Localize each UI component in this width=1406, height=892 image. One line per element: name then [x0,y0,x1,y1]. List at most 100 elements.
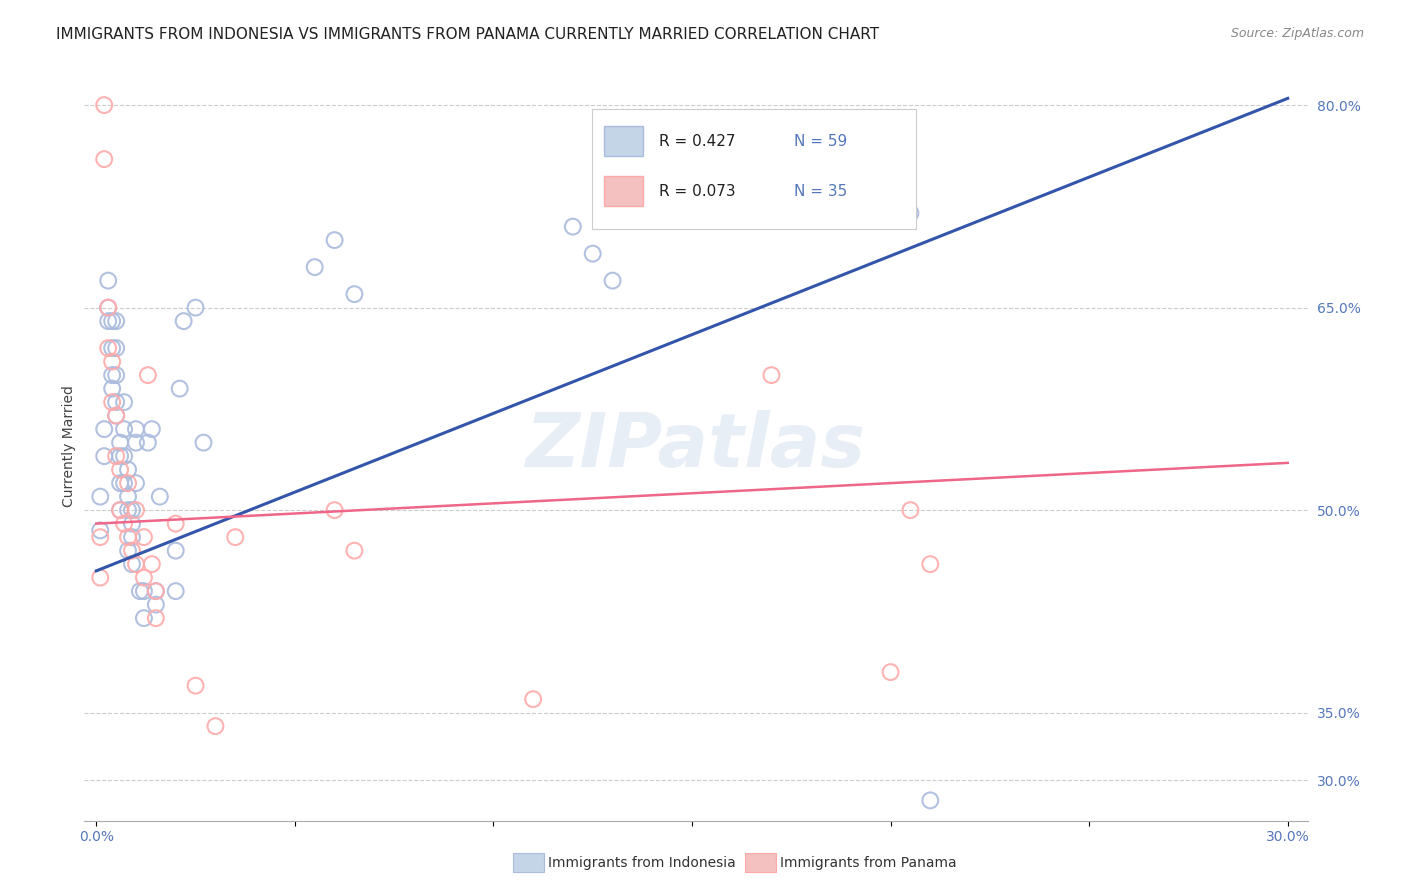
Point [108,503,131,517]
Text: ZIPatlas: ZIPatlas [526,409,866,483]
Y-axis label: Currently Married: Currently Married [62,385,76,507]
FancyBboxPatch shape [592,109,917,228]
Point [879,665,901,680]
Point [112,395,135,409]
Point [343,287,366,301]
Text: N = 35: N = 35 [794,184,846,199]
Point [105,409,128,423]
Point [343,543,366,558]
Point [582,246,605,260]
Point [105,395,128,409]
Point [89,490,111,504]
Point [184,679,207,693]
Point [522,692,544,706]
Point [920,557,942,571]
Point [125,435,148,450]
Text: Source: ZipAtlas.com: Source: ZipAtlas.com [1230,27,1364,40]
Point [136,435,159,450]
Point [101,382,124,396]
Point [132,584,155,599]
Point [193,435,215,450]
Point [121,543,143,558]
Point [89,524,111,538]
Point [121,557,143,571]
Point [108,462,131,476]
Point [112,422,135,436]
Point [108,503,131,517]
Point [204,719,226,733]
Point [121,503,143,517]
Point [125,476,148,491]
Text: Immigrants from Indonesia: Immigrants from Indonesia [548,855,737,870]
Point [145,598,167,612]
Point [97,301,120,315]
Point [859,166,882,180]
Point [101,368,124,383]
Point [108,435,131,450]
Point [117,462,139,476]
Point [184,301,207,315]
Point [136,368,159,383]
Point [105,409,128,423]
Point [108,449,131,463]
Point [121,530,143,544]
Point [101,314,124,328]
Point [920,793,942,807]
Point [145,584,167,599]
Point [165,543,187,558]
Point [132,611,155,625]
Point [117,503,139,517]
Point [117,543,139,558]
Point [224,530,246,544]
Point [129,584,152,599]
Point [323,503,346,517]
Point [125,503,148,517]
Point [900,206,922,220]
Point [125,422,148,436]
Point [101,395,124,409]
Point [132,530,155,544]
Point [173,314,195,328]
Point [93,152,115,166]
Point [561,219,583,234]
Point [165,584,187,599]
Point [112,516,135,531]
Point [105,368,128,383]
Text: R = 0.073: R = 0.073 [659,184,735,199]
Text: Immigrants from Panama: Immigrants from Panama [780,855,957,870]
Point [101,341,124,355]
Point [121,516,143,531]
Point [97,301,120,315]
Point [141,422,163,436]
Point [900,503,922,517]
Point [93,449,115,463]
Point [101,354,124,368]
Point [112,449,135,463]
Point [149,490,172,504]
Point [141,557,163,571]
Point [879,193,901,207]
Point [125,557,148,571]
Point [117,476,139,491]
Point [117,530,139,544]
FancyBboxPatch shape [605,177,644,206]
Point [117,490,139,504]
Point [761,368,783,383]
Point [323,233,346,247]
Point [105,314,128,328]
Point [304,260,326,274]
Point [165,516,187,531]
Point [112,476,135,491]
Point [169,382,191,396]
Point [89,530,111,544]
Point [602,274,624,288]
Point [97,274,120,288]
Point [97,314,120,328]
Text: R = 0.427: R = 0.427 [659,134,735,149]
Point [105,341,128,355]
Point [93,98,115,112]
FancyBboxPatch shape [605,126,644,156]
Text: IMMIGRANTS FROM INDONESIA VS IMMIGRANTS FROM PANAMA CURRENTLY MARRIED CORRELATIO: IMMIGRANTS FROM INDONESIA VS IMMIGRANTS … [56,27,879,42]
Point [97,341,120,355]
Point [145,611,167,625]
